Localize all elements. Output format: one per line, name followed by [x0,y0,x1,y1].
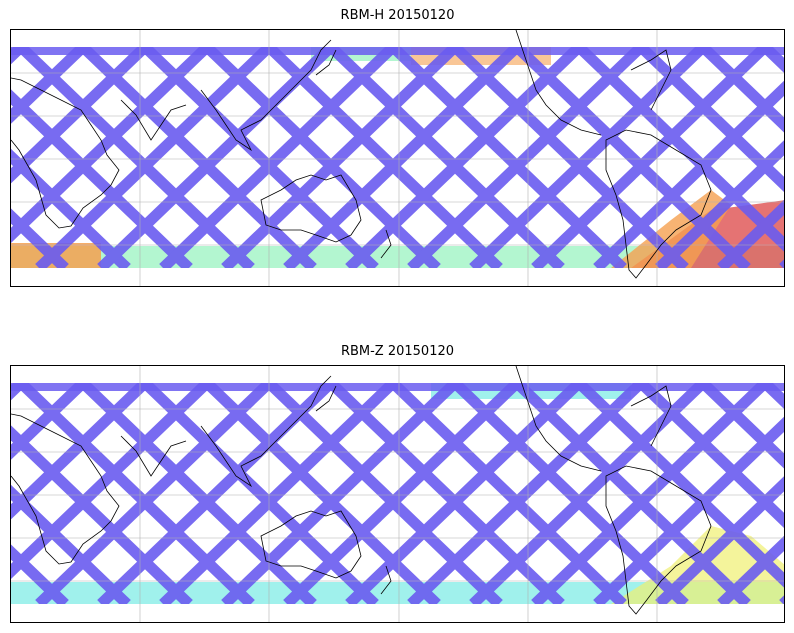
coastline [605,465,712,615]
orbit-track [11,148,131,268]
orbit-track [407,47,645,268]
orbit-track [593,80,784,268]
heat-band-south [11,582,784,604]
orbit-track [11,47,87,124]
orbit-track [327,383,565,604]
orbit-track [203,383,441,604]
orbit-track [637,383,784,529]
orbit-track [575,47,784,252]
orbit-track [79,47,317,268]
orbit-track [513,47,751,268]
coastline [260,174,362,243]
panel-2-title: RBM-Z 20150120 [340,344,455,359]
coastline [380,565,392,595]
orbit-track [221,383,459,604]
orbit-track [97,383,335,604]
orbit-track [11,47,211,243]
orbit-track [469,383,707,604]
orbit-track [575,383,784,588]
orbit-track [221,47,459,268]
coastline [260,510,362,579]
orbit-track [389,383,627,604]
orbit-track [11,47,149,184]
orbit-track [11,484,131,604]
orbit-track [717,199,784,268]
orbit-track [97,47,335,268]
orbit-track [283,47,521,268]
orbit-track [11,208,69,268]
orbit-track [655,140,784,268]
orbit-track [17,47,255,268]
orbit-track [17,383,255,604]
coastline [605,129,712,279]
coastline [380,229,392,259]
orbit-track [531,47,769,268]
orbit-track [11,383,211,579]
panel-1-title: RBM-H 20150120 [340,8,455,23]
orbit-track [531,383,769,604]
orbit-track [283,383,521,604]
map-svg-rbm-z [11,366,784,622]
coastline [11,77,120,229]
coastline [200,39,332,152]
orbit-track [327,47,565,268]
orbit-track [593,416,784,604]
orbit-track [11,383,149,520]
orbit-track [699,47,784,133]
orbit-track [389,47,627,268]
orbit-track [203,47,441,268]
orbit-track [451,47,689,268]
coastline [630,385,672,447]
orbit-track [159,47,397,268]
map-panel-rbm-z [10,365,785,623]
coastline [200,375,332,488]
orbit-track [345,383,583,604]
map-svg-rbm-h [11,30,784,286]
orbit-track [451,383,689,604]
coastline [515,366,602,472]
coastline [515,30,602,136]
track-band-north [11,47,784,55]
coastline [120,99,187,141]
coastline [315,385,337,412]
orbit-track [265,383,503,604]
orbit-track [717,535,784,604]
orbit-track [11,425,193,604]
coastline [315,49,337,76]
orbit-track [699,383,784,469]
orbit-track [407,383,645,604]
coastline [630,49,672,111]
orbit-track [345,47,583,268]
orbit-track [637,47,784,193]
orbit-track [655,476,784,604]
orbit-track [141,383,379,604]
orbit-tracks [11,47,784,268]
coastline [120,435,187,477]
orbit-track [513,383,751,604]
map-panel-rbm-h [10,29,785,287]
orbit-track [35,383,273,604]
heat-band-south [11,246,784,268]
orbit-track [35,47,273,268]
orbit-track [469,47,707,268]
orbit-tracks [11,383,784,604]
orbit-track [141,47,379,268]
orbit-track [265,47,503,268]
orbit-track [159,383,397,604]
orbit-track [11,544,69,604]
orbit-track [79,383,317,604]
coastline [11,413,120,565]
orbit-track [11,89,193,268]
orbit-track [11,383,87,460]
heat-region-south-america-edge [611,190,731,268]
track-band-north [11,383,784,391]
